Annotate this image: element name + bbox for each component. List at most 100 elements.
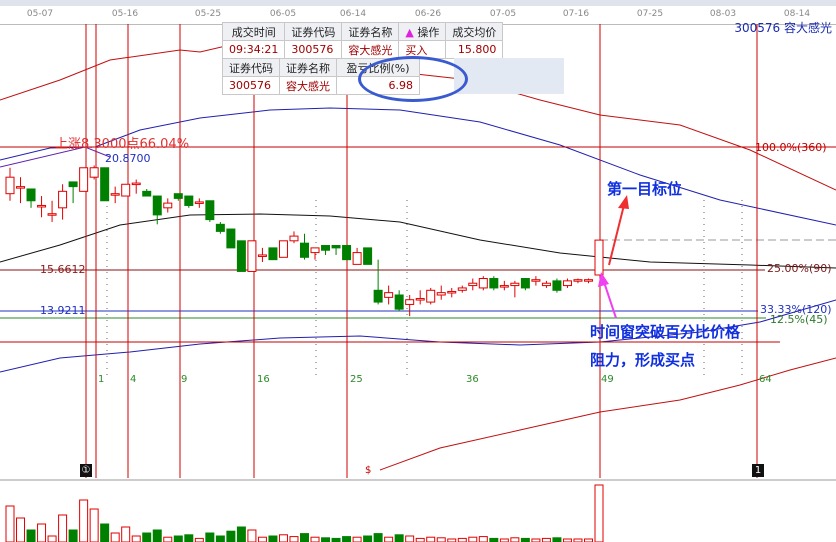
triangle-up-icon: ▲ [405, 25, 414, 39]
ma-black-line [0, 213, 836, 269]
cell-time: 09:34:21 [221, 40, 286, 59]
candle-up [79, 167, 89, 192]
rise-label: 上涨8.3000点66.04% [55, 137, 190, 152]
candle-up [447, 290, 457, 294]
circle-one-marker[interactable]: ① [80, 464, 92, 477]
candle-up [457, 287, 467, 291]
candle-up [478, 278, 488, 289]
cell-name: 容大感光 [341, 40, 400, 59]
candle-up [37, 204, 47, 208]
header-code: 证券代码 [222, 58, 280, 77]
volume-bar [331, 537, 341, 542]
highlight-ellipse [358, 56, 468, 102]
volume-bar [583, 538, 593, 542]
candle-down [342, 245, 352, 261]
header-name: 证券名称 [279, 58, 337, 77]
candle-up [278, 240, 288, 258]
candle-down [236, 240, 246, 272]
date-tick: 06-26 [414, 9, 442, 19]
volume-bar [478, 536, 488, 542]
volume-bar [426, 536, 436, 542]
candle-down [184, 195, 194, 206]
candle-up [499, 285, 509, 288]
candle-up [163, 202, 173, 209]
header-op: ▲ 操作 [398, 22, 447, 41]
pct-33-label: 33.33%(120) [760, 303, 832, 316]
candle-down [173, 193, 183, 199]
cell-code: 300576 [284, 40, 343, 59]
candle-up [436, 292, 446, 296]
breakout-note-2: 阻力，形成买点 [590, 351, 696, 369]
volume-bar [236, 526, 246, 542]
volume-bar [289, 536, 299, 542]
volume-bar [247, 529, 257, 542]
candle-up [573, 279, 583, 282]
candle-up [384, 292, 394, 298]
candle-down [300, 242, 309, 258]
date-tick: 07-05 [489, 9, 517, 19]
candle-up [257, 254, 267, 257]
candle-up [131, 182, 141, 186]
volume-bar [173, 535, 183, 542]
header-time: 成交时间 [221, 22, 286, 41]
lower-blue-line [0, 299, 836, 373]
candle-down [226, 228, 236, 249]
fib-number: 16 [257, 374, 270, 385]
level-13-label: 13.9211 [40, 304, 86, 317]
candle-up [531, 279, 541, 282]
volume-bar [342, 536, 352, 542]
candle-up [405, 299, 415, 305]
pnl-panel-bg [454, 58, 564, 94]
candle-up [289, 235, 299, 242]
fib-number: 1 [98, 374, 105, 385]
volume-bar [47, 535, 57, 542]
high-price-label: 20.8700 [105, 152, 151, 165]
volume-bar [352, 536, 362, 542]
candle-up [510, 282, 520, 287]
box-one-marker[interactable]: 1 [752, 464, 764, 477]
volume-bar [226, 530, 236, 542]
volume-bar [26, 529, 36, 542]
volume-bar [215, 535, 225, 542]
date-tick: 06-05 [269, 9, 297, 19]
candle-down [331, 245, 341, 249]
trade-table: 成交时间 证券代码 证券名称 ▲ 操作 成交均价 09:34:21 300576… [221, 22, 504, 59]
level-15-label: 15.6612 [40, 263, 86, 276]
volume-bar [541, 537, 551, 542]
volume-bar [300, 533, 309, 542]
volume-bar [457, 537, 467, 542]
candle-up [310, 247, 320, 254]
pct-100-label: 100.0%(360) [755, 141, 827, 154]
candle-up [194, 201, 204, 204]
candle-down [68, 181, 78, 188]
candle-down [394, 294, 404, 310]
date-tick: 05-25 [194, 9, 222, 19]
stock-label: 300576 容大感光 [734, 21, 832, 35]
candle-down [520, 278, 530, 289]
rise-measure-line [0, 146, 111, 168]
arrow-pink-head [598, 272, 609, 287]
candle-up [352, 252, 362, 265]
volume-bar [100, 523, 110, 542]
date-tick: 06-14 [339, 9, 367, 19]
date-tick: 08-03 [709, 9, 737, 19]
candle-down [26, 188, 36, 202]
candle-up [58, 190, 68, 209]
candle-up [110, 193, 120, 196]
target-note: 第一目标位 [607, 180, 683, 198]
candle-up [541, 282, 551, 287]
volume-bar [110, 532, 120, 542]
arrow-up-line [608, 204, 625, 266]
fib-number: 36 [466, 374, 479, 385]
volume-bar [310, 536, 320, 542]
volume-bar [37, 523, 47, 542]
candle-down [489, 278, 499, 289]
fib-number: 9 [181, 374, 188, 385]
dollar-marker[interactable]: $ [365, 465, 372, 476]
candle-up [583, 279, 593, 282]
fib-number: 25 [350, 374, 363, 385]
candle-up [47, 213, 57, 216]
candle-up [426, 289, 436, 303]
volume-bar [436, 537, 446, 542]
volume-bar [121, 526, 131, 542]
